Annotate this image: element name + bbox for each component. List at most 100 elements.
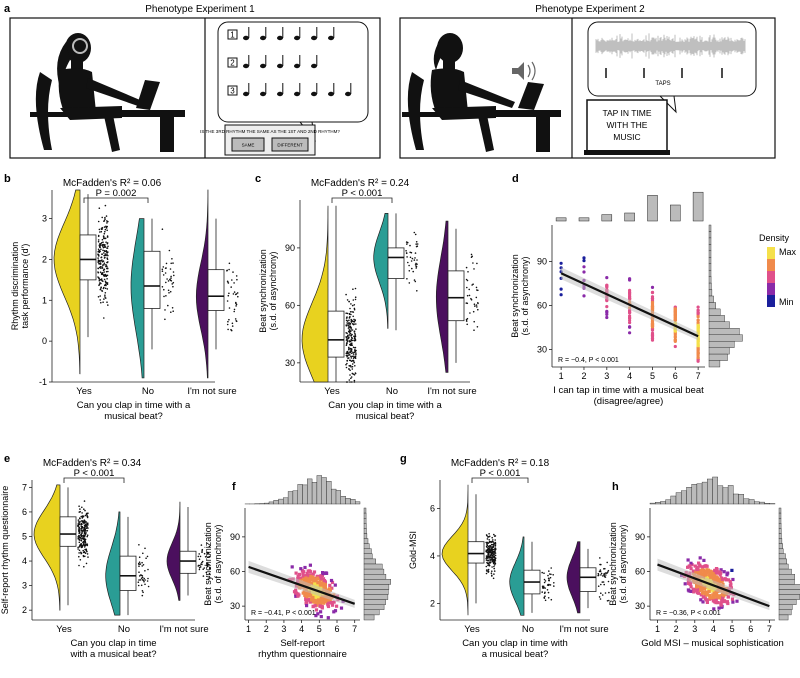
data-point xyxy=(413,231,416,234)
data-point xyxy=(84,539,86,541)
histogram-bar xyxy=(717,485,724,505)
data-point xyxy=(541,571,543,574)
data-point xyxy=(493,567,496,570)
data-point xyxy=(488,564,491,567)
data-point xyxy=(491,566,493,568)
data-point xyxy=(79,559,82,561)
histogram-bar xyxy=(708,295,714,303)
data-point xyxy=(98,277,100,279)
data-point xyxy=(673,318,677,322)
data-point xyxy=(416,259,418,261)
data-point xyxy=(351,311,353,313)
data-point xyxy=(476,306,478,308)
different-button[interactable] xyxy=(271,137,309,152)
data-point xyxy=(294,591,298,595)
data-point xyxy=(350,348,353,350)
y-tick-label: 90 xyxy=(635,532,645,542)
y-axis-label: Beat synchronization xyxy=(510,254,520,338)
data-point xyxy=(493,555,496,557)
data-point xyxy=(301,572,305,576)
data-point xyxy=(105,264,108,266)
violin-yes xyxy=(441,484,469,616)
data-point xyxy=(310,598,314,602)
data-point xyxy=(487,553,489,556)
histogram-bar xyxy=(696,483,703,505)
data-point xyxy=(542,585,545,588)
note-head xyxy=(294,91,300,97)
data-point xyxy=(694,570,698,574)
data-point xyxy=(693,564,697,568)
data-point xyxy=(352,288,354,291)
data-point xyxy=(308,569,312,573)
x-tick-label: 1 xyxy=(655,624,660,634)
data-point xyxy=(416,290,418,292)
data-point xyxy=(333,609,338,613)
data-point xyxy=(197,565,199,567)
histogram-bar xyxy=(778,594,800,600)
data-point xyxy=(81,517,84,519)
data-point xyxy=(735,599,739,603)
note-head xyxy=(243,91,249,97)
data-point xyxy=(315,574,319,578)
data-point xyxy=(349,332,352,335)
data-point xyxy=(349,369,351,372)
data-point xyxy=(628,318,632,322)
data-point xyxy=(472,262,474,264)
data-point xyxy=(80,552,82,555)
data-point xyxy=(346,338,348,341)
data-point xyxy=(414,257,416,259)
box-no xyxy=(143,250,161,309)
histogram-bar xyxy=(316,475,322,505)
data-point xyxy=(347,324,350,327)
data-point xyxy=(294,588,298,592)
data-point xyxy=(232,293,235,295)
data-point xyxy=(699,593,703,597)
data-point xyxy=(492,543,495,545)
histogram-bar xyxy=(363,563,383,570)
data-point xyxy=(138,571,140,573)
histogram-bar xyxy=(754,501,760,505)
data-point xyxy=(106,283,109,286)
data-point xyxy=(349,311,352,313)
histogram-bar xyxy=(778,599,797,605)
box-no xyxy=(387,247,405,279)
data-point xyxy=(233,282,235,284)
data-point xyxy=(493,533,495,536)
data-point xyxy=(599,557,601,559)
data-point xyxy=(313,576,317,580)
data-point xyxy=(84,509,86,512)
regression-line xyxy=(560,272,699,338)
histogram-bar xyxy=(686,487,692,505)
x-tick-label: 4 xyxy=(627,371,632,381)
data-point xyxy=(99,262,101,264)
same-button[interactable] xyxy=(231,137,265,152)
data-point xyxy=(605,276,609,280)
data-point xyxy=(468,294,471,297)
data-point xyxy=(79,528,81,530)
histogram-bar xyxy=(601,214,613,222)
data-point xyxy=(549,584,552,586)
data-point xyxy=(351,381,353,383)
data-point xyxy=(689,585,693,589)
data-point xyxy=(348,334,351,336)
data-point xyxy=(547,591,550,594)
speaker-icon xyxy=(512,61,536,81)
data-point xyxy=(142,552,144,555)
note-head xyxy=(260,35,266,41)
data-point xyxy=(231,325,234,327)
histogram-bar xyxy=(778,604,793,611)
data-point xyxy=(83,532,86,535)
data-point xyxy=(487,564,489,567)
data-point xyxy=(354,319,357,321)
regression-line xyxy=(248,565,356,605)
data-point xyxy=(230,328,232,331)
x-tick-label: 3 xyxy=(692,624,697,634)
data-point xyxy=(465,320,468,322)
data-point xyxy=(606,600,609,602)
music-notes xyxy=(243,27,352,97)
data-point xyxy=(598,596,601,598)
histogram-bar xyxy=(778,558,787,565)
data-point xyxy=(547,583,549,586)
data-point xyxy=(170,311,172,314)
